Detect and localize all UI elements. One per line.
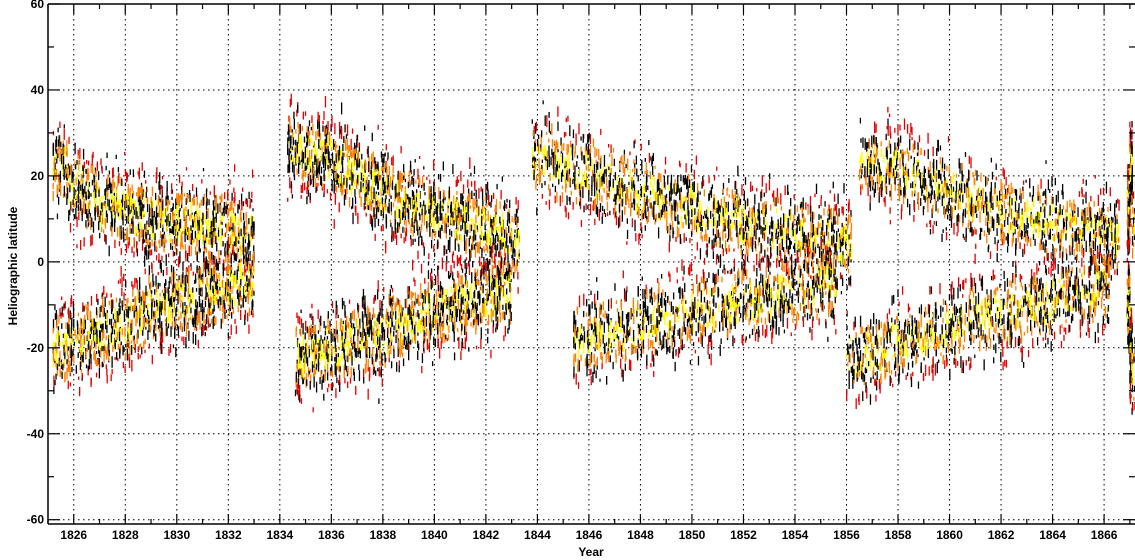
data-marks <box>52 93 1135 415</box>
